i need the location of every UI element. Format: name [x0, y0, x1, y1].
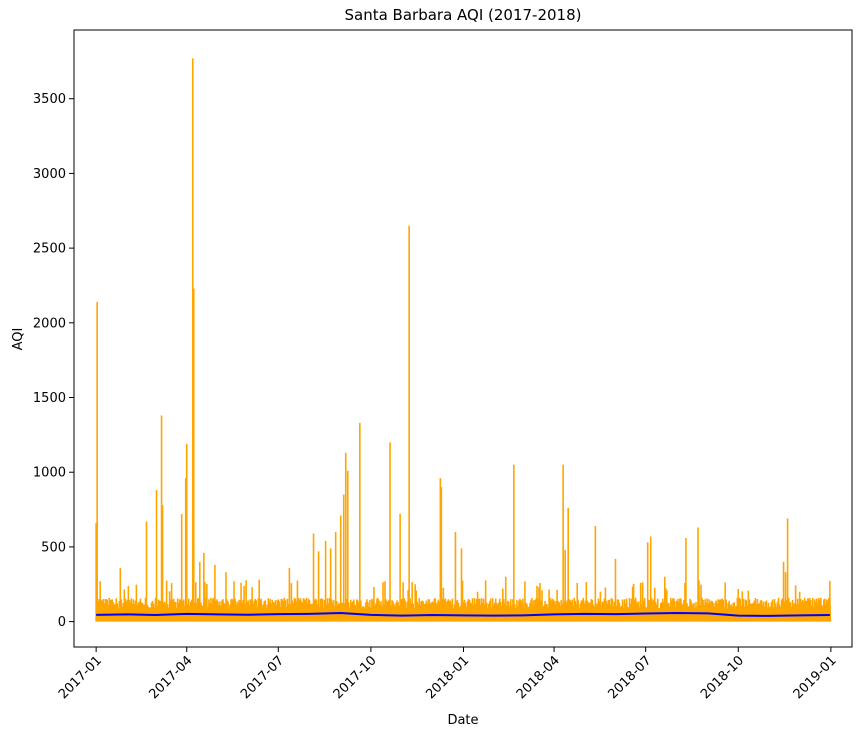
x-tick-label: 2018-10 [698, 653, 747, 702]
y-tick-label: 1000 [33, 466, 66, 481]
y-tick-label: 0 [58, 615, 66, 630]
plot-frame [73, 29, 853, 648]
x-tick-label: 2017-10 [331, 653, 380, 702]
y-tick-label: 3500 [33, 92, 66, 107]
y-tick-label: 2500 [33, 242, 66, 257]
x-tick-label: 2018-04 [514, 653, 563, 702]
y-tick-label: 2000 [33, 316, 66, 331]
plot-area [95, 58, 832, 622]
series-aqi-mean [96, 611, 830, 617]
y-axis-label: AQI [11, 328, 26, 351]
x-tick-label: 2017-07 [238, 653, 287, 702]
series-aqi-daily [95, 58, 832, 622]
x-tick-label: 2017-01 [56, 653, 105, 702]
y-tick-label: 3000 [33, 167, 66, 182]
y-axis: 0 500 1000 1500 2000 2500 3000 3500 [33, 92, 74, 630]
x-tick-label: 2018-07 [605, 653, 654, 702]
y-tick-label: 500 [41, 540, 66, 555]
chart-title: Santa Barbara AQI (2017-2018) [344, 6, 581, 24]
x-tick-label: 2019-01 [791, 653, 840, 702]
x-axis-label: Date [447, 713, 478, 728]
x-axis: 2017-01 2017-04 2017-07 2017-10 2018-01 2018-… [56, 647, 840, 702]
x-tick-label: 2017-04 [147, 653, 196, 702]
x-tick-label: 2018-01 [423, 653, 472, 702]
y-tick-label: 1500 [33, 391, 66, 406]
